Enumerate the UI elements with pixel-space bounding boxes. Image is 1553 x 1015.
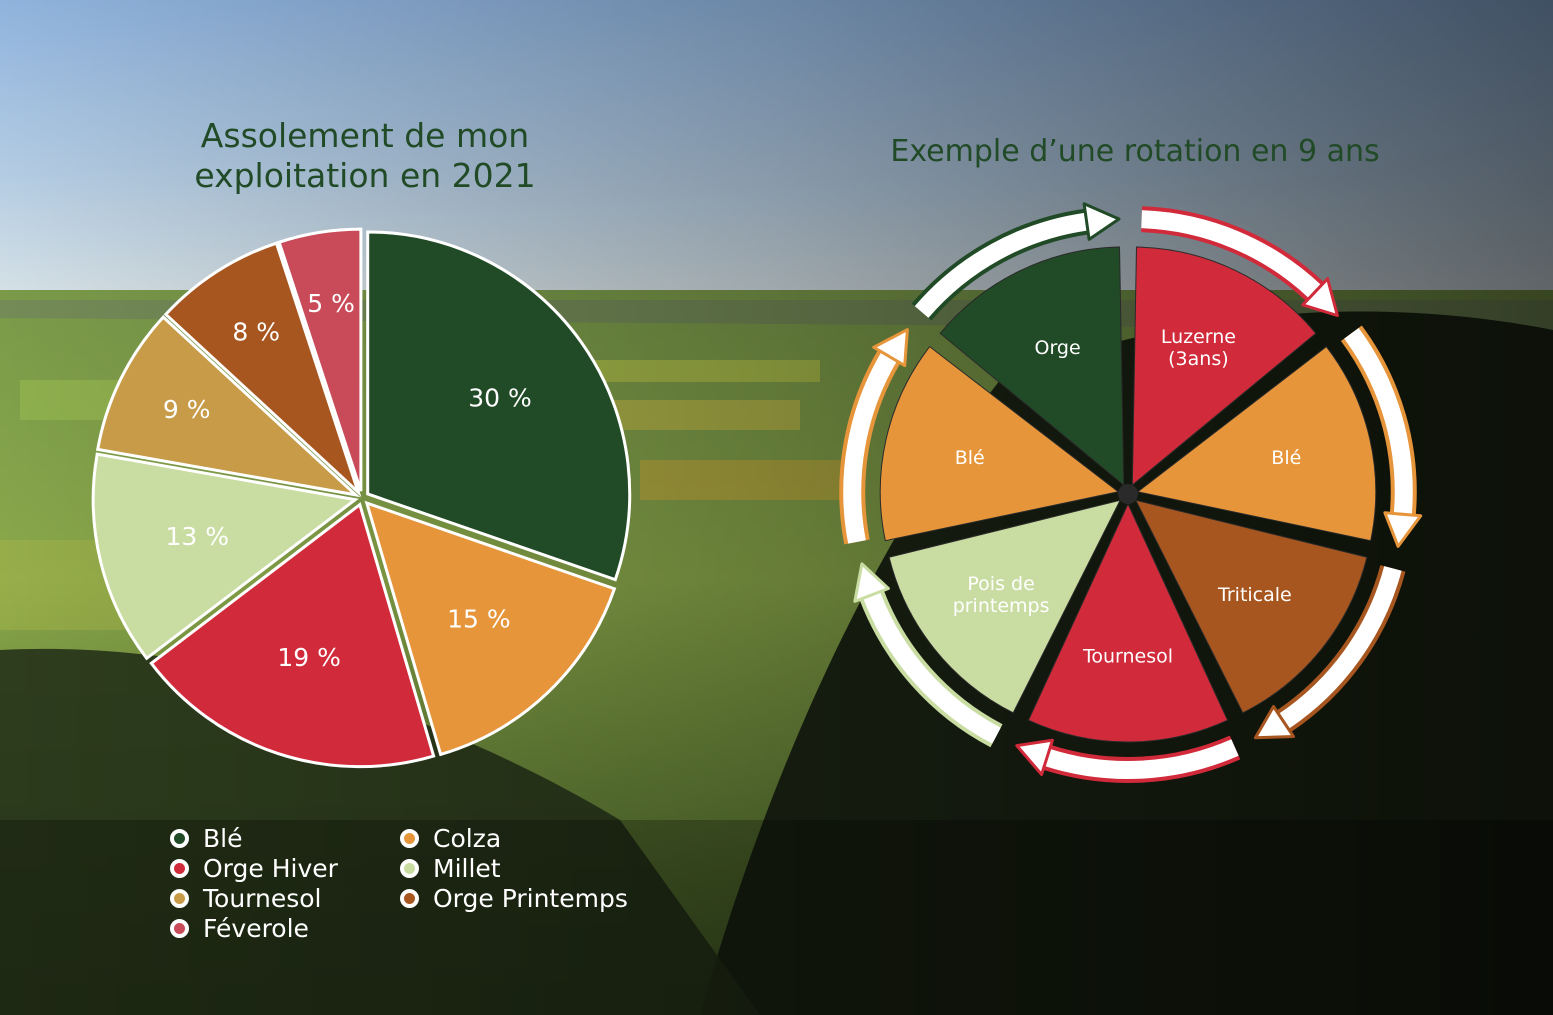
rotation-arrowhead-icon (872, 328, 909, 368)
legend-item-orge-hiver: Orge Hiver (170, 854, 338, 883)
rotation-step-luzerne-3ans (1131, 246, 1317, 487)
legend-label: Orge Printemps (433, 884, 628, 913)
rotation-label-ble: Blé (1271, 446, 1301, 468)
legend-label: Tournesol (203, 884, 322, 913)
rotation-arrowhead-icon (1082, 202, 1121, 241)
rotation-hub (1118, 484, 1138, 504)
rotation-title: Exemple d’une rotation en 9 ans (890, 134, 1380, 169)
rotation-step-ble (1136, 345, 1377, 542)
rotation-step-triticale (1134, 499, 1368, 714)
pie-label-millet: 13 % (166, 522, 230, 551)
legend-item-colza: Colza (400, 824, 501, 853)
rotation-arrowhead-icon (853, 562, 890, 603)
pie-slice-orge-hiver (149, 502, 436, 769)
legend-dot-icon (170, 859, 189, 878)
legend-item-ble: Blé (170, 824, 242, 853)
legend-label: Millet (433, 854, 501, 883)
rotation-arrowhead-icon (1301, 277, 1339, 317)
pie-label-colza: 15 % (447, 605, 511, 634)
legend-dot-icon (170, 889, 189, 908)
pie-slice-colza (364, 500, 617, 757)
rotation-label-triticale: Triticale (1217, 584, 1292, 606)
rotation-label-luzerne-3ans: Luzerne (3ans) (1161, 325, 1236, 369)
legend-label: Colza (433, 824, 502, 853)
crop-share-pie-chart: 30 % 15 % 19 % 13 % 9 % 8 % 5 % (91, 227, 632, 769)
pie-slice-tournesol (95, 315, 361, 498)
legend-item-tournesol: Tournesol (170, 884, 322, 913)
rotation-arrow-band-fill (843, 351, 897, 544)
legend-label: Orge Hiver (203, 854, 338, 883)
pie-slice-ble (366, 230, 632, 582)
rotation-arrow-band-fill (863, 591, 1001, 744)
legend-item-feverole: Féverole (170, 914, 309, 943)
legend-dot-icon (170, 829, 189, 848)
pie-label-orge-printemps: 8 % (232, 317, 280, 346)
pie-legend: Blé Orge Hiver Tournesol Féverole Colza … (170, 824, 730, 954)
pie-slice-millet (91, 452, 359, 661)
rotation-label-tournesol: Tournesol (1082, 645, 1173, 667)
rotation-label-ble: Blé (955, 446, 985, 468)
rotation-arrow-band-fill (914, 212, 1088, 318)
rotation-arrowhead-icon (1015, 738, 1054, 776)
rotation-step-pois-de-printemps (888, 499, 1122, 714)
rotation-label-orge: Orge (1035, 336, 1081, 358)
pie-label-feverole: 5 % (307, 289, 355, 318)
legend-item-millet: Millet (400, 854, 501, 883)
rotation-step-tournesol (1027, 502, 1229, 743)
rotation-arrowhead-icon (1253, 705, 1295, 740)
rotation-arrow-band-fill (1141, 210, 1322, 299)
rotation-cycle-diagram: Luzerne (3ans) Blé Triticale Tournesol Pois d… (839, 202, 1423, 783)
rotation-arrow-band-fill (1344, 327, 1413, 516)
pie-chart-title: Assolement de mon exploitation en 2021 (194, 116, 536, 195)
legend-item-orge-printemps: Orge Printemps (400, 884, 628, 913)
rotation-arrowhead-icon (1383, 511, 1423, 548)
legend-dot-icon (400, 829, 419, 848)
rotation-step-ble (879, 345, 1120, 542)
legend-dot-icon (400, 889, 419, 908)
legend-label: Féverole (203, 914, 309, 943)
legend-dot-icon (170, 919, 189, 938)
rotation-arrow-band-fill (1044, 739, 1239, 779)
rotation-label-pois-de-printemps: Pois de printemps (953, 573, 1050, 617)
pie-label-ble: 30 % (468, 384, 532, 413)
rotation-arrow-band-fill (1278, 566, 1402, 729)
pie-slice-orge-printemps (163, 241, 362, 498)
pie-label-tournesol: 9 % (163, 395, 211, 424)
legend-dot-icon (400, 859, 419, 878)
pie-label-orge-hiver: 19 % (277, 643, 341, 672)
legend-label: Blé (203, 824, 243, 853)
rotation-step-orge (939, 246, 1125, 487)
pie-slice-feverole (277, 227, 363, 492)
